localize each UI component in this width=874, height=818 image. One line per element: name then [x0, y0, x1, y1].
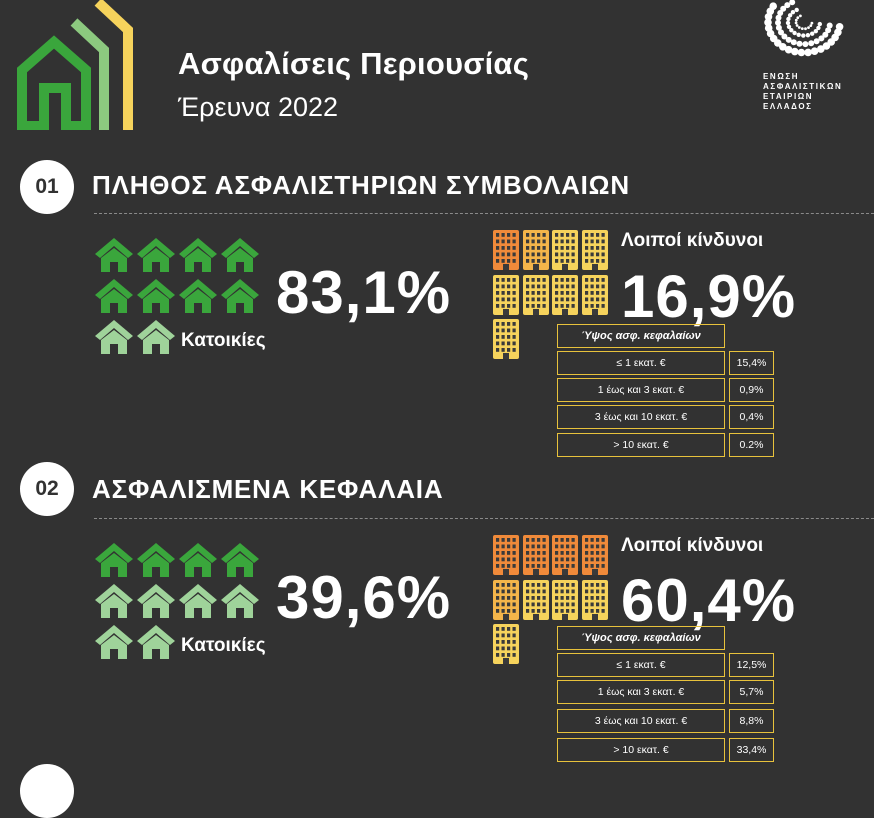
- house-icon: [95, 279, 133, 313]
- building-icon: [581, 579, 608, 620]
- house-icon: [179, 543, 217, 577]
- building-icon: [552, 230, 578, 270]
- section-number-partial: [20, 764, 74, 818]
- org-name-line: ΕΛΛΑΔΟΣ: [763, 102, 813, 111]
- table-range-cell: 1 έως και 3 εκατ. €: [557, 680, 725, 704]
- house-icon: [137, 320, 175, 354]
- homes-percentage: 39,6%: [276, 564, 452, 631]
- house-icon: [221, 279, 259, 313]
- building-icon: [522, 230, 549, 270]
- house-icon: [137, 238, 175, 272]
- other-risks-percentage: 16,9%: [621, 263, 797, 330]
- other-risks-label: Λοιποί κίνδυνοι: [621, 535, 764, 556]
- building-icon: [581, 274, 608, 315]
- table-header: Ύψος ασφ. κεφαλαίων: [557, 324, 725, 348]
- house-icon: [221, 543, 259, 577]
- house-icon: [95, 543, 133, 577]
- building-icon: [522, 274, 549, 315]
- other-risks-label: Λοιποί κίνδυνοι: [621, 230, 764, 251]
- building-icon: [552, 579, 578, 620]
- section-divider: [94, 518, 874, 519]
- house-icon: [95, 584, 133, 618]
- section-divider: [94, 213, 874, 214]
- table-range-cell: ≤ 1 εκατ. €: [557, 653, 725, 677]
- homes-percentage: 83,1%: [276, 259, 452, 326]
- building-icon: [493, 624, 519, 664]
- table-value-cell: 33,4%: [729, 738, 774, 762]
- table-range-cell: 3 έως και 10 εκατ. €: [557, 405, 725, 429]
- table-value-cell: 0.2%: [729, 433, 774, 457]
- building-icon: [493, 535, 519, 575]
- building-icon: [552, 535, 578, 575]
- house-icon: [221, 238, 259, 272]
- homes-label: Κατοικίες: [181, 330, 266, 351]
- section-title: ΠΛΗΘΟΣ ΑΣΦΑΛΙΣΤΗΡΙΩΝ ΣΥΜΒΟΛΑΙΩΝ: [92, 170, 630, 200]
- section-number: 02: [20, 462, 74, 516]
- building-icon: [552, 274, 578, 315]
- house-logo-icon: [17, 0, 133, 130]
- house-icon: [95, 625, 133, 659]
- building-icon: [493, 274, 519, 315]
- org-name-line: ΑΣΦΑΛΙΣΤΙΚΩΝ: [763, 82, 843, 91]
- org-name: ΕΝΩΣΗ ΑΣΦΑΛΙΣΤΙΚΩΝ ΕΤΑΙΡΙΩΝ ΕΛΛΑΔΟΣ: [763, 72, 842, 112]
- building-icon: [522, 535, 549, 575]
- org-name-line: ΕΤΑΙΡΙΩΝ: [763, 92, 814, 101]
- building-icon: [493, 579, 519, 620]
- building-icon: [522, 579, 549, 620]
- section-title: ΑΣΦΑΛΙΣΜΕΝΑ ΚΕΦΑΛΑΙΑ: [92, 474, 444, 504]
- building-icon: [581, 230, 608, 270]
- section-number: 01: [20, 160, 74, 214]
- house-icon: [179, 238, 217, 272]
- building-icon: [493, 319, 519, 359]
- house-icon: [95, 320, 133, 354]
- table-value-cell: 5,7%: [729, 680, 774, 704]
- homes-label: Κατοικίες: [181, 635, 266, 656]
- table-range-cell: 1 έως και 3 εκατ. €: [557, 378, 725, 402]
- house-icon: [137, 625, 175, 659]
- other-risks-percentage: 60,4%: [621, 567, 797, 634]
- table-value-cell: 12,5%: [729, 653, 774, 677]
- table-range-cell: ≤ 1 εκατ. €: [557, 351, 725, 375]
- house-icon: [137, 584, 175, 618]
- building-icon: [581, 535, 608, 575]
- table-range-cell: > 10 εκατ. €: [557, 433, 725, 457]
- page-subtitle: Έρευνα 2022: [178, 92, 339, 122]
- table-range-cell: > 10 εκατ. €: [557, 738, 725, 762]
- house-icon: [179, 584, 217, 618]
- org-logo-icon: [764, 0, 844, 57]
- table-range-cell: 3 έως και 10 εκατ. €: [557, 709, 725, 733]
- table-value-cell: 8,8%: [729, 709, 774, 733]
- house-icon: [221, 584, 259, 618]
- building-icon: [493, 230, 519, 270]
- table-value-cell: 15,4%: [729, 351, 774, 375]
- house-icon: [137, 279, 175, 313]
- org-name-line: ΕΝΩΣΗ: [763, 72, 800, 81]
- house-icon: [179, 279, 217, 313]
- table-value-cell: 0,4%: [729, 405, 774, 429]
- house-icon: [95, 238, 133, 272]
- table-header: Ύψος ασφ. κεφαλαίων: [557, 626, 725, 650]
- table-value-cell: 0,9%: [729, 378, 774, 402]
- page-title: Ασφαλίσεις Περιουσίας: [178, 46, 530, 81]
- house-icon: [137, 543, 175, 577]
